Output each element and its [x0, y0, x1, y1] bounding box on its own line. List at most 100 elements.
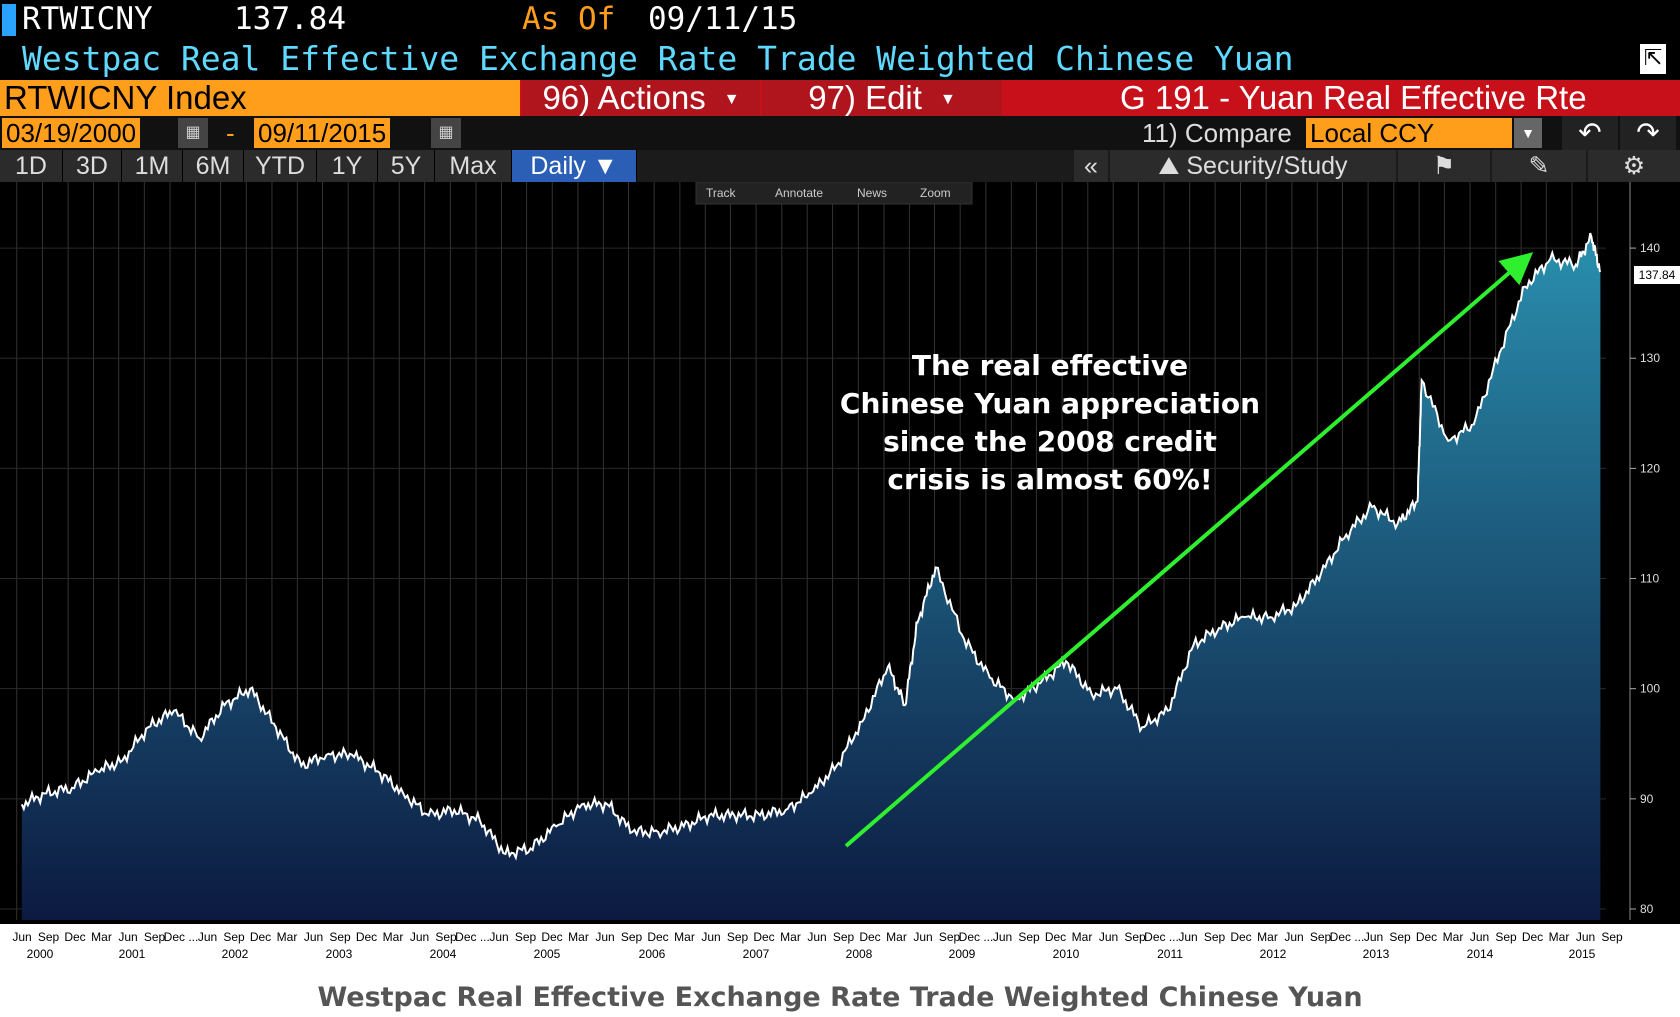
x-axis-band: [0, 924, 1680, 980]
x-tick-label: Dec: [541, 930, 562, 944]
x-tick-label: Jun: [410, 930, 429, 944]
x-tick-label: Mar: [886, 930, 907, 944]
period-1m[interactable]: 1M: [122, 150, 183, 182]
x-year-label: 2001: [119, 947, 146, 961]
y-tick-label: 110: [1640, 572, 1659, 586]
y-tick-label: 80: [1640, 902, 1654, 916]
actions-menu[interactable]: 96) Actions ▼: [522, 80, 760, 116]
redo-icon[interactable]: ↷: [1620, 116, 1676, 150]
ticker-symbol[interactable]: RTWICNY: [22, 1, 153, 37]
x-tick-label: Dec: [859, 930, 880, 944]
security-description: Westpac Real Effective Exchange Rate Tra…: [22, 39, 1294, 78]
flag-icon[interactable]: ⚑: [1398, 150, 1490, 182]
period-5y[interactable]: 5Y: [378, 150, 435, 182]
x-tick-label: Mar: [1549, 930, 1570, 944]
index-field[interactable]: RTWICNY Index: [0, 80, 520, 116]
last-price: 137.84: [234, 1, 346, 37]
x-tick-label: Dec: [356, 930, 377, 944]
annotate-tool[interactable]: Annotate: [775, 186, 823, 200]
period-3d[interactable]: 3D: [63, 150, 122, 182]
series-area: [21, 233, 1601, 921]
zoom-tool[interactable]: Zoom: [920, 186, 951, 200]
period-ytd[interactable]: YTD: [244, 150, 317, 182]
x-tick-label: Jun: [118, 930, 137, 944]
x-tick-label: Dec ...: [1330, 930, 1365, 944]
security-description-row: Westpac Real Effective Exchange Rate Tra…: [0, 38, 1680, 80]
x-tick-label: Mar: [91, 930, 112, 944]
x-tick-label: Mar: [780, 930, 801, 944]
gear-icon[interactable]: ⚙: [1588, 150, 1680, 182]
chart-caption: Westpac Real Effective Exchange Rate Tra…: [0, 978, 1680, 1017]
chart-toolbar: Track Annotate News Zoom: [695, 182, 973, 205]
compare-button[interactable]: 11) Compare: [1142, 118, 1292, 148]
x-tick-label: Sep: [223, 930, 245, 944]
series-line: [20, 232, 1602, 861]
x-tick-label: Mar: [1072, 930, 1093, 944]
x-tick-label: Mar: [674, 930, 695, 944]
x-tick-label: Sep: [435, 930, 457, 944]
annotation-line-3: since the 2008 credit: [883, 425, 1217, 458]
news-tool[interactable]: News: [857, 186, 887, 200]
x-tick-label: Jun: [1470, 930, 1489, 944]
x-tick-label: Jun: [1178, 930, 1197, 944]
x-tick-label: Jun: [1099, 930, 1118, 944]
currency-select[interactable]: Local CCY: [1306, 118, 1512, 148]
x-year-label: 2012: [1260, 947, 1287, 961]
x-tick-label: Mar: [1443, 930, 1464, 944]
x-tick-label: Mar: [383, 930, 404, 944]
track-tool[interactable]: Track: [706, 186, 737, 200]
collapse-icon[interactable]: «: [1074, 150, 1108, 182]
edit-menu[interactable]: 97) Edit ▼: [762, 80, 1002, 116]
x-tick-label: Sep: [727, 930, 749, 944]
x-tick-label: Jun: [913, 930, 932, 944]
calendar-icon[interactable]: ▦: [178, 118, 208, 148]
security-study-button[interactable]: ⛰ Security/Study: [1110, 150, 1396, 182]
x-tick-label: Sep: [1601, 930, 1623, 944]
y-tick-label: 140: [1640, 241, 1660, 255]
y-axis: 80 90 100 110 120 130 140: [1629, 182, 1660, 920]
x-year-label: 2011: [1157, 947, 1183, 961]
x-year-label: 2013: [1363, 947, 1390, 961]
frequency-label: Daily: [530, 152, 586, 180]
x-tick-label: Dec ...: [959, 930, 994, 944]
period-6m[interactable]: 6M: [183, 150, 244, 182]
period-bar: 1D 3D 1M 6M YTD 1Y 5Y Max Daily ▼ « ⛰ Se…: [0, 150, 1680, 182]
x-tick-label: Sep: [329, 930, 351, 944]
x-year-label: 2008: [846, 947, 873, 961]
x-tick-label: Jun: [1284, 930, 1303, 944]
x-tick-label: Dec: [647, 930, 668, 944]
x-tick-label: Dec: [1045, 930, 1066, 944]
x-tick-label: Sep: [38, 930, 60, 944]
command-bar: RTWICNY Index 96) Actions ▼ 97) Edit ▼ G 1…: [0, 80, 1680, 116]
undo-icon[interactable]: ↶: [1562, 116, 1618, 150]
x-tick-label: Jun: [1364, 930, 1383, 944]
period-max[interactable]: Max: [435, 150, 512, 182]
period-1y[interactable]: 1Y: [317, 150, 378, 182]
security-study-label: Security/Study: [1186, 152, 1348, 180]
as-of-date: 09/11/15: [648, 1, 798, 37]
x-year-label: 2014: [1467, 947, 1494, 961]
chevron-down-icon[interactable]: ▼: [1514, 118, 1542, 148]
period-1d[interactable]: 1D: [0, 150, 63, 182]
annotation-line-4: crisis is almost 60%!: [887, 463, 1212, 496]
x-year-label: 2007: [743, 947, 770, 961]
export-icon[interactable]: ⇱: [1640, 44, 1666, 74]
annotation-text: The real effective Chinese Yuan apprecia…: [840, 349, 1260, 496]
frequency-select[interactable]: Daily ▼: [512, 150, 637, 182]
start-date-input[interactable]: 03/19/2000: [2, 118, 141, 148]
x-tick-label: Sep: [939, 930, 961, 944]
x-tick-label: Mar: [568, 930, 589, 944]
x-tick-label: Dec: [1230, 930, 1251, 944]
y-tick-label: 100: [1640, 682, 1660, 696]
x-tick-label: Jun: [304, 930, 323, 944]
dropdown-arrow-icon: ▼: [723, 91, 740, 109]
edit-chart-icon[interactable]: ✎: [1492, 150, 1586, 182]
x-tick-label: Dec: [1522, 930, 1543, 944]
as-of-label: As Of: [522, 1, 616, 37]
x-tick-label: Sep: [1389, 930, 1411, 944]
end-date-input[interactable]: 09/11/2015: [254, 118, 391, 148]
calendar-icon[interactable]: ▦: [431, 118, 461, 148]
x-tick-label: Sep: [1124, 930, 1146, 944]
